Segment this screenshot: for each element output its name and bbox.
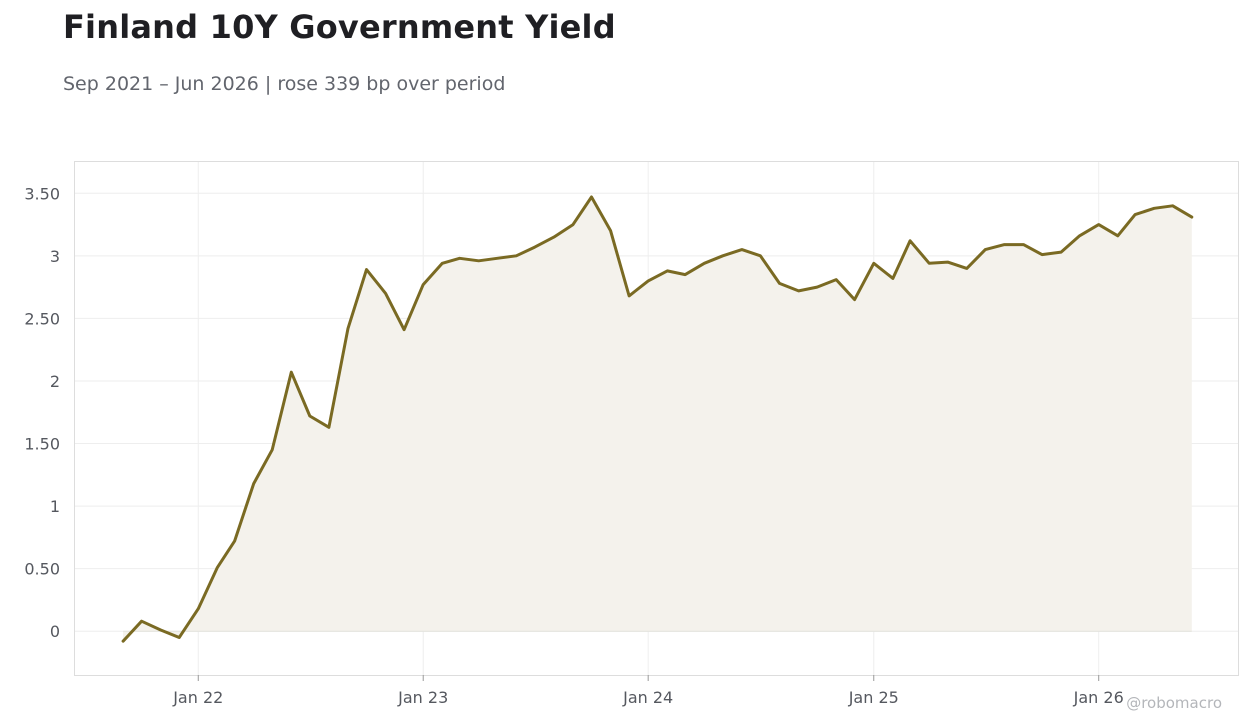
y-tick-label: 0.50 bbox=[24, 560, 60, 579]
chart-subtitle: Sep 2021 – Jun 2026 | rose 339 bp over p… bbox=[63, 73, 506, 95]
y-tick-label: 1 bbox=[50, 497, 60, 516]
line-layer bbox=[121, 195, 1194, 643]
area-fill bbox=[123, 197, 1192, 642]
yield-series-line bbox=[121, 195, 1194, 643]
y-tick-label: 3 bbox=[50, 247, 60, 266]
chart-title: Finland 10Y Government Yield bbox=[63, 8, 616, 46]
x-tick-label: Jan 26 bbox=[1073, 688, 1124, 707]
watermark: @robomacro bbox=[1126, 694, 1222, 712]
y-tick-label: 0 bbox=[50, 622, 60, 641]
plot-frame bbox=[74, 161, 1239, 676]
x-tick-label: Jan 25 bbox=[848, 688, 899, 707]
y-tick-label: 1.50 bbox=[24, 435, 60, 454]
area-layer bbox=[123, 197, 1192, 642]
x-tick-label: Jan 23 bbox=[397, 688, 448, 707]
y-tick-label: 2.50 bbox=[24, 309, 60, 328]
tick-layer: 0 0.50 1 1.50 2 2.50 3 3.50 Jan 22 Jan 23 Jan 24 Ja… bbox=[24, 184, 1123, 707]
y-tick-label: 2 bbox=[50, 372, 60, 391]
x-tick-label: Jan 22 bbox=[172, 688, 223, 707]
y-tick-label: 3.50 bbox=[24, 184, 60, 203]
x-tick-label: Jan 24 bbox=[622, 688, 673, 707]
